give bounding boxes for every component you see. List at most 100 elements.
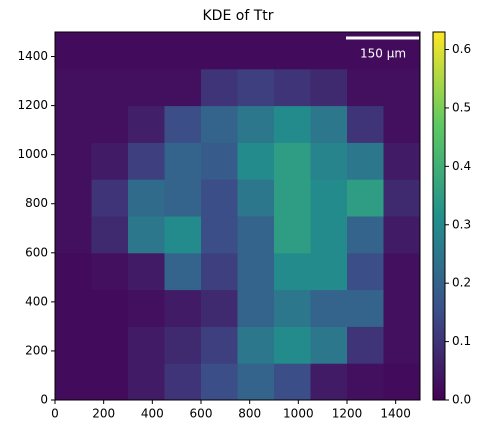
heat-cell <box>128 32 165 70</box>
heat-cell <box>55 179 92 217</box>
heat-cell <box>201 32 238 70</box>
y-tick-label: 1400 <box>17 49 48 63</box>
heat-cell <box>91 142 129 180</box>
plot-frame <box>54 31 421 401</box>
x-tick-label: 800 <box>238 407 261 421</box>
heat-cell <box>310 216 348 254</box>
heat-cell <box>383 105 421 143</box>
chart-title: KDE of Ttr <box>203 8 274 24</box>
y-tick-label: 400 <box>25 294 48 308</box>
y-tick-label: 0 <box>40 393 48 407</box>
heat-cell <box>128 289 165 327</box>
heat-cell <box>55 326 92 364</box>
heat-cell <box>347 68 384 107</box>
heat-cell <box>237 105 275 143</box>
colorbar-tick-label: 0.0 <box>452 393 471 407</box>
heat-cell <box>274 32 311 70</box>
heat-cell <box>310 105 348 143</box>
x-tick-label: 1000 <box>283 407 314 421</box>
colorbar-tick-label: 0.5 <box>452 100 471 114</box>
heat-cell <box>201 363 238 401</box>
heat-cell <box>347 289 384 327</box>
heat-cell <box>164 289 202 327</box>
colorbar-tick-label: 0.1 <box>452 334 471 348</box>
heat-cell <box>91 68 129 107</box>
heat-cell <box>274 105 311 143</box>
heat-cell <box>274 252 311 291</box>
colorbar-tick-label: 0.6 <box>452 42 471 56</box>
heat-cell <box>347 105 384 143</box>
heat-cell <box>274 289 311 327</box>
heat-cell <box>274 326 311 364</box>
heat-cell <box>310 142 348 180</box>
heat-cell <box>91 216 129 254</box>
heat-cell <box>91 289 129 327</box>
heat-cell <box>128 142 165 180</box>
heat-cell <box>201 326 238 364</box>
heat-cell <box>128 216 165 254</box>
heat-cell <box>164 68 202 107</box>
heat-cell <box>383 363 421 401</box>
y-tick-label: 800 <box>25 196 48 210</box>
heat-cell <box>55 142 92 180</box>
heat-cell <box>237 252 275 291</box>
heat-cell <box>91 252 129 291</box>
heat-cell <box>164 363 202 401</box>
heat-cell <box>55 216 92 254</box>
heat-cell <box>201 179 238 217</box>
heat-cell <box>128 68 165 107</box>
heat-cell <box>201 252 238 291</box>
heat-cell <box>201 68 238 107</box>
heat-cell <box>201 142 238 180</box>
heat-cell <box>310 252 348 291</box>
heat-cell <box>91 179 129 217</box>
heat-cell <box>347 179 384 217</box>
heat-cell <box>310 32 348 70</box>
heat-cell <box>201 289 238 327</box>
heat-cell <box>237 363 275 401</box>
heat-cell <box>310 363 348 401</box>
scale-bar-label: 150 µm <box>360 47 406 61</box>
y-tick-label: 600 <box>25 245 48 259</box>
heat-cell <box>128 252 165 291</box>
heat-cell <box>347 252 384 291</box>
heat-cell <box>237 68 275 107</box>
colorbar-tick-label: 0.2 <box>452 276 471 290</box>
heat-cell <box>383 326 421 364</box>
heat-cell <box>55 363 92 401</box>
heat-cell <box>55 289 92 327</box>
heat-cell <box>91 363 129 401</box>
x-tick-label: 1400 <box>380 407 411 421</box>
heat-cell <box>310 68 348 107</box>
colorbar <box>432 31 446 401</box>
heat-cell <box>91 105 129 143</box>
heat-cell <box>91 32 129 70</box>
heat-cell <box>164 252 202 291</box>
heat-cell <box>237 179 275 217</box>
heat-cell <box>383 179 421 217</box>
y-tick-label: 1200 <box>17 98 48 112</box>
heat-cell <box>274 363 311 401</box>
heat-cell <box>164 216 202 254</box>
heat-cell <box>55 252 92 291</box>
x-tick-label: 600 <box>190 407 213 421</box>
heat-cell <box>164 105 202 143</box>
heat-cell <box>383 252 421 291</box>
x-tick-label: 200 <box>92 407 115 421</box>
heat-cell <box>128 326 165 364</box>
colorbar-tick-label: 0.4 <box>452 159 471 173</box>
heat-cell <box>237 142 275 180</box>
y-tick-label: 200 <box>25 343 48 357</box>
heat-cell <box>274 216 311 254</box>
heat-cell <box>347 216 384 254</box>
heat-cell <box>383 216 421 254</box>
heat-cell <box>310 326 348 364</box>
heat-cell <box>310 289 348 327</box>
heat-cell <box>164 326 202 364</box>
heat-cell <box>237 326 275 364</box>
colorbar-tick-label: 0.3 <box>452 217 471 231</box>
heat-cell <box>383 142 421 180</box>
heat-cell <box>128 363 165 401</box>
heat-cell <box>55 105 92 143</box>
